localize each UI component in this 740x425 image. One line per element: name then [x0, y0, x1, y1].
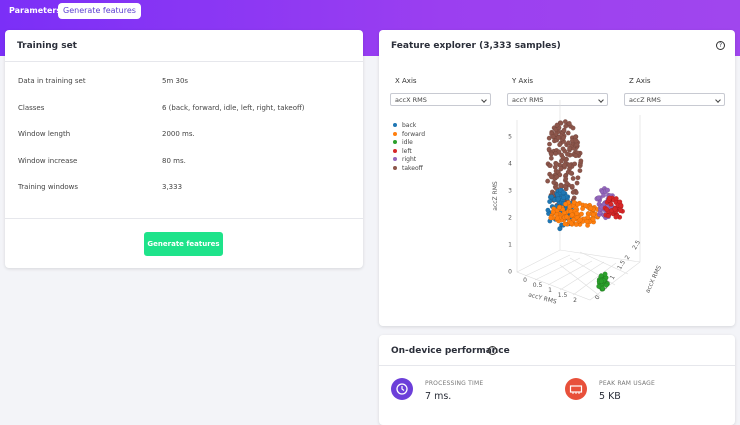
- row-label: Data in training set: [18, 77, 86, 85]
- card-title: On-device performance: [391, 346, 510, 356]
- legend-swatch: [393, 131, 397, 136]
- help-icon[interactable]: ?: [488, 346, 497, 355]
- row-label: Training windows: [18, 183, 79, 191]
- tab-active[interactable]: Generate features: [58, 3, 141, 19]
- metric-value: 7 ms.: [425, 391, 452, 402]
- row-value: 6 (back, forward, idle, left, right, tak…: [162, 103, 305, 112]
- row-label: Window increase: [18, 156, 78, 165]
- card-title: Feature explorer (3,333 samples): [391, 41, 561, 51]
- legend-item[interactable]: right: [393, 156, 416, 163]
- legend-swatch: [393, 140, 397, 144]
- tab[interactable]: Parameters: [9, 6, 62, 15]
- metric-label: PEAK RAM USAGE: [599, 380, 656, 387]
- feature-explorer-card: Feature explorer (3,333 samples) ? X Axi…: [379, 30, 735, 326]
- separator: [5, 61, 363, 62]
- axis-select[interactable]: accY RMS: [507, 93, 608, 106]
- performance-card: On-device performance ? PROCESSING TIME 7…: [379, 335, 735, 425]
- axis-label: Z Axis: [629, 77, 651, 85]
- legend-item[interactable]: left: [393, 148, 412, 155]
- separator: [379, 365, 735, 366]
- legend-item[interactable]: back: [393, 122, 416, 129]
- row-value: 3,333: [162, 183, 183, 191]
- legend-item[interactable]: forward: [393, 131, 425, 138]
- clock-icon: [391, 378, 413, 400]
- axis-select[interactable]: accZ RMS: [624, 93, 725, 106]
- legend-item[interactable]: takeoff: [393, 165, 423, 172]
- training-set-card: Training set Generate features Data in t…: [5, 30, 363, 268]
- separator: [5, 218, 363, 219]
- metric-value: 5 KB: [599, 391, 621, 402]
- card-title: Training set: [17, 41, 77, 51]
- axis-label: Y Axis: [512, 77, 534, 85]
- row-value: 5m 30s: [162, 77, 189, 85]
- legend-swatch: [393, 157, 397, 161]
- legend-swatch: [393, 165, 397, 170]
- legend-item[interactable]: idle: [393, 139, 413, 146]
- axis-label: X Axis: [395, 77, 417, 85]
- row-value: 2000 ms.: [162, 130, 195, 138]
- metric-label: PROCESSING TIME: [425, 380, 484, 387]
- row-value: 80 ms.: [162, 156, 186, 165]
- memory-glyph: [569, 385, 583, 394]
- legend-swatch: [393, 148, 397, 153]
- generate-button[interactable]: Generate features: [144, 232, 223, 256]
- help-icon[interactable]: ?: [716, 41, 725, 50]
- memory-icon: [565, 378, 587, 400]
- clock-glyph: [396, 383, 408, 395]
- row-label: Window length: [18, 130, 71, 138]
- legend-swatch: [393, 123, 397, 127]
- axis-select[interactable]: accX RMS: [390, 93, 491, 106]
- row-label: Classes: [18, 103, 45, 112]
